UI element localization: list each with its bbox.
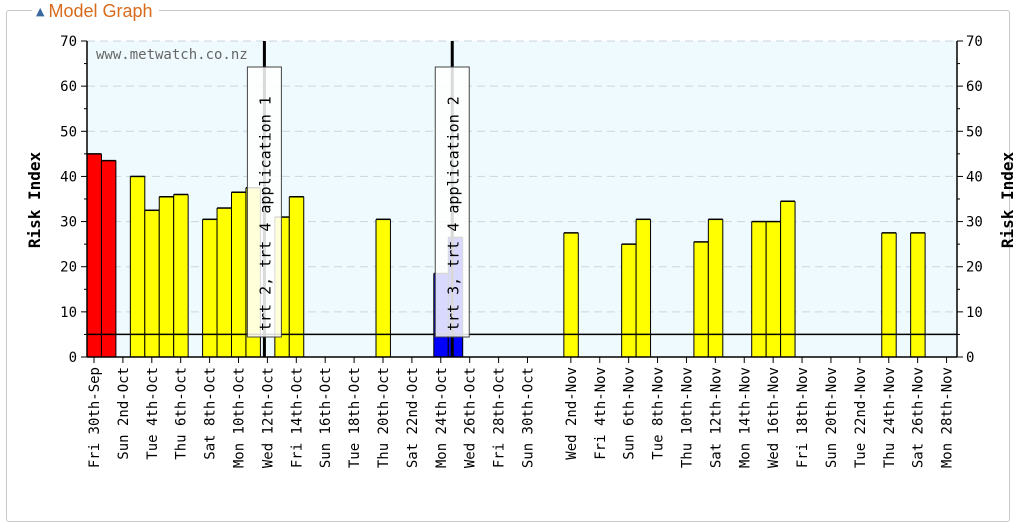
x-tick-label: Wed 12th-Oct xyxy=(260,367,276,468)
event-label-box xyxy=(434,66,470,338)
x-tick-label: Fri 28th-Oct xyxy=(492,367,508,468)
bar xyxy=(217,208,232,357)
event-label: trt 2, trt 4 application 1 xyxy=(256,96,274,331)
x-tick-label: Fri 14th-Oct xyxy=(289,367,305,468)
bar xyxy=(101,160,116,357)
y-tick-label-left: 70 xyxy=(60,34,77,50)
x-tick-label: Wed 2nd-Nov xyxy=(564,367,580,460)
x-tick-label: Sat 12th-Nov xyxy=(708,367,724,468)
x-tick-label: Mon 28th-Nov xyxy=(940,367,956,468)
x-tick-label: Fri 18th-Nov xyxy=(795,367,811,468)
panel-title: Model Graph xyxy=(48,0,153,21)
y-tick-label-right: 40 xyxy=(966,169,983,185)
y-tick-label-right: 10 xyxy=(966,305,983,321)
x-tick-label: Sat 26th-Nov xyxy=(911,367,927,468)
x-tick-label: Mon 24th-Oct xyxy=(434,367,450,468)
bar xyxy=(780,201,796,357)
bar xyxy=(376,219,391,357)
x-tick-label: Sun 30th-Oct xyxy=(521,367,537,468)
x-tick-label: Sat 22nd-Oct xyxy=(405,367,421,468)
x-tick-label: Sun 2nd-Oct xyxy=(116,367,132,460)
bar xyxy=(87,153,102,357)
bar xyxy=(766,221,781,357)
bar xyxy=(289,196,304,357)
x-tick-label: Sun 16th-Oct xyxy=(318,367,334,468)
x-tick-label: Mon 10th-Oct xyxy=(232,367,248,468)
bar xyxy=(202,219,218,357)
x-tick-label: Sun 6th-Nov xyxy=(622,367,638,460)
bar xyxy=(159,196,174,357)
panel-header[interactable]: ▲ Model Graph xyxy=(32,0,159,22)
x-tick-label: Thu 24th-Nov xyxy=(882,367,898,468)
y-tick-label-right: 30 xyxy=(966,215,983,231)
x-tick-label: Thu 20th-Oct xyxy=(376,367,392,468)
y-tick-label-left: 30 xyxy=(60,215,77,231)
y-tick-label-left: 20 xyxy=(60,260,77,276)
bar xyxy=(910,232,926,357)
bar xyxy=(130,176,145,357)
event-label: trt 3, trt 4 application 2 xyxy=(444,96,462,331)
x-tick-label: Fri 4th-Nov xyxy=(593,367,609,460)
x-tick-label: Tue 18th-Oct xyxy=(347,367,363,468)
bar xyxy=(693,241,709,357)
bar xyxy=(636,219,651,357)
y-tick-label-right: 0 xyxy=(966,350,974,366)
y-tick-label-left: 40 xyxy=(60,169,77,185)
y-tick-label-right: 70 xyxy=(966,34,983,50)
bar xyxy=(708,219,723,357)
x-tick-label: Fri 30th-Sep xyxy=(87,367,103,468)
bar xyxy=(231,192,246,357)
y-tick-label-right: 20 xyxy=(966,260,983,276)
y-tick-label-right: 60 xyxy=(966,79,983,95)
bar xyxy=(144,210,160,357)
bar xyxy=(751,221,767,357)
y-tick-label-left: 0 xyxy=(69,350,77,366)
x-tick-label: Tue 8th-Nov xyxy=(651,367,667,460)
bar xyxy=(621,244,637,357)
y-axis-label-left: Risk Index xyxy=(25,151,44,248)
bar xyxy=(563,232,579,357)
model-graph-panel xyxy=(6,10,1010,522)
x-tick-label: Sat 8th-Oct xyxy=(203,367,219,460)
collapse-caret-icon[interactable]: ▲ xyxy=(36,4,45,18)
event-label-box xyxy=(246,66,282,338)
watermark-text: www.metwatch.co.nz xyxy=(96,47,248,63)
x-tick-label: Wed 16th-Nov xyxy=(766,367,782,468)
x-tick-label: Sun 20th-Nov xyxy=(824,367,840,468)
x-tick-label: Thu 6th-Oct xyxy=(174,367,190,460)
y-tick-label-right: 50 xyxy=(966,124,983,140)
bar xyxy=(881,232,897,357)
x-tick-label: Mon 14th-Nov xyxy=(737,367,753,468)
bar xyxy=(173,194,189,357)
y-axis-label-right: Risk Index xyxy=(998,151,1017,248)
y-tick-label-left: 50 xyxy=(60,124,77,140)
y-tick-label-left: 60 xyxy=(60,79,77,95)
y-tick-label-left: 10 xyxy=(60,305,77,321)
x-tick-label: Tue 22nd-Nov xyxy=(853,367,869,468)
x-tick-label: Tue 4th-Oct xyxy=(145,367,161,460)
x-tick-label: Wed 26th-Oct xyxy=(463,367,479,468)
x-tick-label: Thu 10th-Nov xyxy=(679,367,695,468)
